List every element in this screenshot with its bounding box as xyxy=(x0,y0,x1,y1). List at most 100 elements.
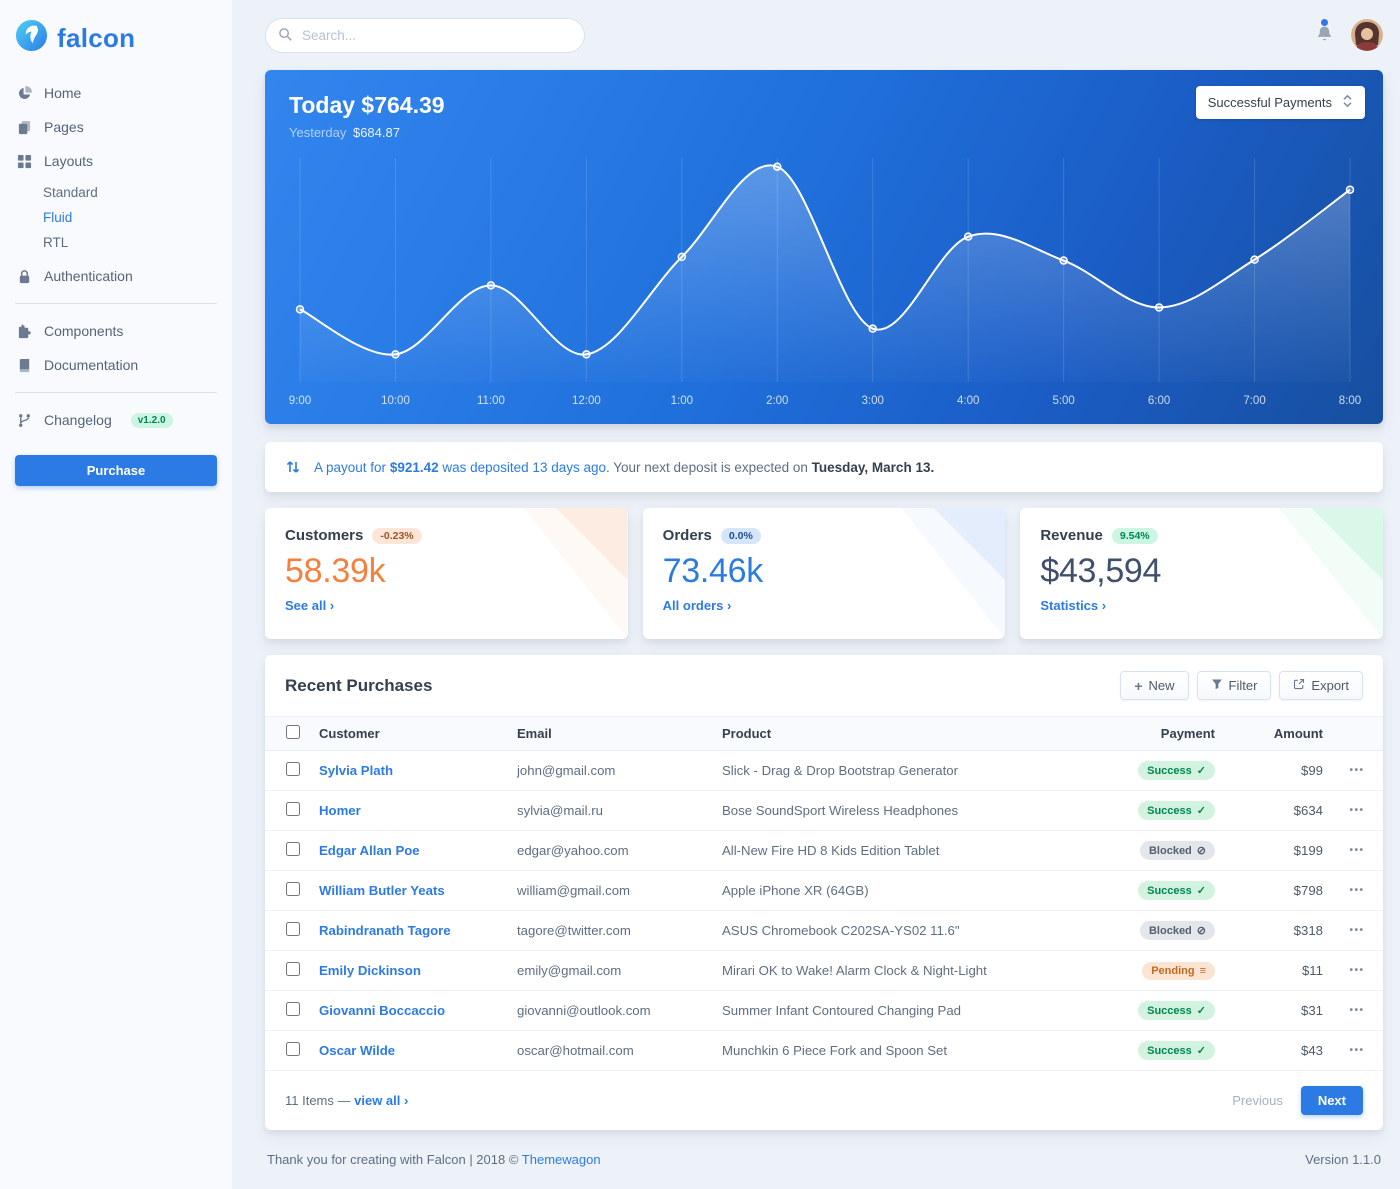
row-checkbox[interactable] xyxy=(286,1042,300,1056)
new-button[interactable]: + New xyxy=(1120,671,1189,700)
row-checkbox[interactable] xyxy=(286,1002,300,1016)
sidebar-item-home[interactable]: Home xyxy=(15,76,217,110)
row-actions-button[interactable]: ••• xyxy=(1343,961,1370,980)
customer-link[interactable]: Homer xyxy=(319,803,361,818)
sidebar-item-standard[interactable]: Standard xyxy=(43,185,98,200)
export-button[interactable]: Export xyxy=(1279,671,1363,700)
themewagon-link[interactable]: Themewagon xyxy=(521,1152,601,1167)
row-actions-button[interactable]: ••• xyxy=(1343,761,1370,780)
payments-line-chart: 9:00 10:00 11:00 12:00 1:00 2:00 3:00 4:00 5:00 6… xyxy=(289,158,1361,407)
column-header-actions xyxy=(1331,716,1383,751)
row-actions-button[interactable]: ••• xyxy=(1343,801,1370,820)
sort-icon xyxy=(1342,94,1353,111)
row-actions-button[interactable]: ••• xyxy=(1343,881,1370,900)
chart-header: Today $764.39 Yesterday $684.87 xyxy=(289,92,445,140)
payments-chart-card: 9:00 10:00 11:00 12:00 1:00 2:00 3:00 4:00 5:00 6… xyxy=(265,70,1383,424)
row-actions-button[interactable]: ••• xyxy=(1343,841,1370,860)
nav-label: Components xyxy=(44,323,124,339)
notification-dot xyxy=(1321,19,1328,26)
next-button[interactable]: Next xyxy=(1300,1086,1363,1115)
customer-link[interactable]: Edgar Allan Poe xyxy=(319,843,420,858)
search-box xyxy=(265,17,585,53)
user-avatar[interactable] xyxy=(1351,19,1383,51)
view-all-link[interactable]: view all › xyxy=(354,1093,409,1108)
payout-message: A payout for $921.42 was deposited 13 da… xyxy=(314,460,934,475)
table-header-row: Customer Email Product Payment Amount xyxy=(265,716,1383,751)
bell-icon xyxy=(1316,26,1333,45)
customer-link[interactable]: Giovanni Boccaccio xyxy=(319,1003,446,1018)
export-icon xyxy=(1293,678,1305,693)
table-row: Emily Dickinson emily@gmail.com Mirari OK … xyxy=(265,950,1383,991)
brand-logo[interactable]: falcon xyxy=(15,12,217,64)
customer-link[interactable]: Emily Dickinson xyxy=(319,963,421,978)
payout-link[interactable]: A payout for $921.42 was deposited 13 da… xyxy=(314,459,606,475)
previous-button[interactable]: Previous xyxy=(1232,1093,1283,1108)
table-footer: 11 Items — view all › Previous Next xyxy=(265,1071,1383,1130)
blocked-status-icon: ⊘ xyxy=(1196,845,1206,857)
nav-label: Changelog xyxy=(44,412,112,428)
sidebar-nav: Home Pages Layouts Standard Fluid RTL xyxy=(15,76,217,437)
payments-filter-select[interactable]: Successful Payments xyxy=(1195,86,1365,119)
customer-link[interactable]: Rabindranath Tagore xyxy=(319,923,451,938)
select-all-checkbox[interactable] xyxy=(286,725,300,739)
customer-link[interactable]: Oscar Wilde xyxy=(319,1043,396,1058)
sidebar-item-changelog[interactable]: Changelog v1.2.0 xyxy=(15,403,217,437)
sidebar-item-components[interactable]: Components xyxy=(15,314,217,348)
row-checkbox[interactable] xyxy=(286,882,300,896)
success-status-icon: ✓ xyxy=(1196,1005,1206,1017)
table-row: Giovanni Boccaccio giovanni@outlook.com Su… xyxy=(265,990,1383,1031)
customer-link[interactable]: William Butler Yeats xyxy=(319,883,445,898)
success-status-icon: ✓ xyxy=(1196,765,1206,777)
svg-text:12:00: 12:00 xyxy=(572,395,601,407)
search-input[interactable] xyxy=(265,17,585,53)
blocked-status-icon: ⊘ xyxy=(1196,925,1206,937)
success-status-icon: ✓ xyxy=(1196,1045,1206,1057)
payout-alert: A payout for $921.42 was deposited 13 da… xyxy=(265,442,1383,492)
payment-status-badge: Pending ≡ xyxy=(1142,961,1215,980)
chevron-right-icon: › xyxy=(329,598,335,613)
product-cell: Slick - Drag & Drop Bootstrap Generator xyxy=(714,750,1083,791)
stat-value: 58.39k xyxy=(285,552,386,590)
copy-icon xyxy=(15,119,33,135)
filter-button[interactable]: Filter xyxy=(1196,671,1272,700)
sidebar-divider xyxy=(15,303,217,304)
sidebar-item-rtl[interactable]: RTL xyxy=(43,235,69,250)
search-icon xyxy=(278,27,293,47)
all-orders-link[interactable]: All orders › xyxy=(662,598,732,613)
sidebar-item-documentation[interactable]: Documentation xyxy=(15,348,217,382)
stat-title: Customers xyxy=(285,527,364,544)
sidebar-item-layouts[interactable]: Layouts xyxy=(15,144,217,178)
purchase-button[interactable]: Purchase xyxy=(15,455,217,486)
sidebar-item-fluid[interactable]: Fluid xyxy=(43,210,73,225)
svg-text:9:00: 9:00 xyxy=(289,395,311,407)
row-actions-button[interactable]: ••• xyxy=(1343,1001,1370,1020)
row-actions-button[interactable]: ••• xyxy=(1343,1041,1370,1060)
nav-label: Authentication xyxy=(44,268,133,284)
row-checkbox[interactable] xyxy=(286,962,300,976)
row-checkbox[interactable] xyxy=(286,762,300,776)
sidebar-item-pages[interactable]: Pages xyxy=(15,110,217,144)
exchange-icon xyxy=(285,459,301,475)
notifications-button[interactable] xyxy=(1314,19,1335,47)
column-header-customer: Customer xyxy=(311,716,509,751)
sidebar: falcon Home Pages Layouts xyxy=(0,0,232,1189)
nav-label: Pages xyxy=(44,119,84,135)
row-actions-button[interactable]: ••• xyxy=(1343,921,1370,940)
svg-text:11:00: 11:00 xyxy=(477,395,505,407)
table-title: Recent Purchases xyxy=(285,675,433,695)
row-checkbox[interactable] xyxy=(286,842,300,856)
statistics-link[interactable]: Statistics › xyxy=(1040,598,1107,613)
sidebar-item-authentication[interactable]: Authentication xyxy=(15,259,217,293)
product-cell: Apple iPhone XR (64GB) xyxy=(714,870,1083,911)
version-badge: v1.2.0 xyxy=(130,412,173,428)
payment-status-badge: Blocked ⊘ xyxy=(1139,921,1215,940)
customer-link[interactable]: Sylvia Plath xyxy=(319,763,394,778)
chevron-right-icon: › xyxy=(404,1093,409,1108)
row-checkbox[interactable] xyxy=(286,802,300,816)
lock-icon xyxy=(15,268,33,284)
svg-text:10:00: 10:00 xyxy=(381,395,410,407)
layouts-submenu: Standard Fluid RTL xyxy=(15,180,217,255)
table-actions: + New Filter Export xyxy=(1120,671,1363,700)
row-checkbox[interactable] xyxy=(286,922,300,936)
see-all-link[interactable]: See all › xyxy=(285,598,335,613)
